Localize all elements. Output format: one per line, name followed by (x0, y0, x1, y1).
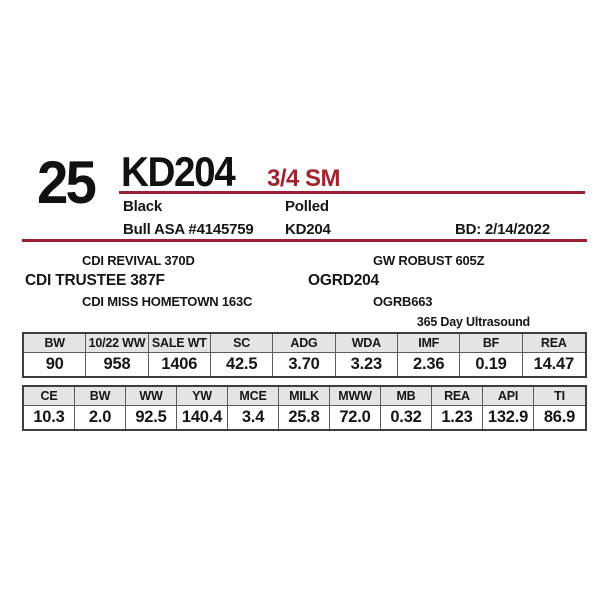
red-divider-top (119, 191, 585, 194)
epd-table-header-row: CE BW WW YW MCE MILK MWW MB REA API TI (24, 387, 585, 406)
performance-table-header-row: BW 10/22 WW SALE WT SC ADG WDA IMF BF RE… (24, 334, 585, 353)
perf-value-cell: 3.70 (273, 353, 336, 376)
animal-id-title: KD204 (121, 148, 236, 195)
breed-label: 3/4 SM (267, 165, 341, 192)
epd-header-cell: YW (177, 387, 228, 406)
perf-header-cell: SC (210, 334, 274, 353)
red-divider-bottom (22, 239, 587, 242)
perf-header-cell: WDA (335, 334, 398, 353)
epd-table-value-row: 10.3 2.0 92.5 140.4 3.4 25.8 72.0 0.32 1… (24, 406, 585, 429)
epd-header-cell: REA (432, 387, 483, 406)
pedigree-sire-dam: CDI MISS HOMETOWN 163C (82, 294, 253, 309)
perf-value-cell: 42.5 (211, 353, 274, 376)
epd-header-cell: MILK (279, 387, 330, 406)
performance-table-value-row: 90 958 1406 42.5 3.70 3.23 2.36 0.19 14.… (24, 353, 585, 376)
lot-number: 25 (37, 149, 97, 216)
perf-value-cell: 14.47 (533, 355, 574, 373)
epd-value-cell: 1.23 (432, 406, 483, 429)
epd-value-cell: 25.8 (279, 406, 330, 429)
epd-value-cell: 92.5 (126, 406, 177, 429)
epd-value-cell: 3.4 (228, 406, 279, 429)
perf-value-cell: 90 (24, 353, 87, 376)
epd-value-cell: 140.4 (177, 406, 228, 429)
epd-value-cell: 0.32 (381, 406, 432, 429)
perf-header-cell: IMF (397, 334, 461, 353)
epd-header-cell: TI (534, 387, 585, 406)
perf-header-cell: 10/22 WW (86, 334, 149, 353)
tattoo-label: KD204 (285, 221, 331, 238)
epd-value-cell: 72.0 (330, 406, 381, 429)
epd-header-cell: API (483, 387, 534, 406)
birth-date-label: BD: 2/14/2022 (455, 221, 550, 238)
registration-label: Bull ASA #4145759 (123, 221, 254, 238)
perf-header-cell: BW (24, 334, 87, 353)
horn-status-label: Polled (285, 198, 329, 215)
perf-header-cell: ADG (273, 334, 336, 353)
ultrasound-caption: 365 Day Ultrasound (416, 315, 530, 329)
pedigree-dam-dam: OGRB663 (373, 294, 433, 309)
epd-header-cell: CE (24, 387, 75, 406)
pedigree-sire-sire: CDI REVIVAL 370D (82, 253, 195, 268)
epd-value-cell: 86.9 (543, 408, 576, 426)
epd-header-cell: BW (75, 387, 126, 406)
perf-header-cell: BF (460, 334, 523, 353)
pedigree-dam-sire: GW ROBUST 605Z (373, 253, 485, 268)
perf-value-cell: 3.23 (336, 353, 398, 376)
perf-value-cell: 958 (86, 353, 149, 376)
epd-header-cell: WW (126, 387, 177, 406)
epd-value-cell: 2.0 (75, 406, 126, 429)
perf-header-cell: REA (522, 334, 585, 353)
perf-value-cell: 1406 (149, 353, 211, 376)
epd-value-cell: 132.9 (483, 406, 534, 429)
epd-header-cell: MB (381, 387, 432, 406)
epd-header-cell: MWW (330, 387, 381, 406)
perf-value-cell: 0.19 (460, 353, 523, 376)
perf-value-cell: 2.36 (398, 353, 461, 376)
epd-table: CE BW WW YW MCE MILK MWW MB REA API TI 1… (22, 385, 587, 431)
epd-value-cell: 10.3 (24, 406, 75, 429)
pedigree-dam: OGRD204 (308, 272, 379, 289)
performance-table: BW 10/22 WW SALE WT SC ADG WDA IMF BF RE… (22, 332, 587, 378)
epd-header-cell: MCE (228, 387, 279, 406)
pedigree-sire: CDI TRUSTEE 387F (25, 272, 165, 289)
coat-color-label: Black (123, 198, 163, 215)
perf-header-cell: SALE WT (148, 334, 211, 353)
